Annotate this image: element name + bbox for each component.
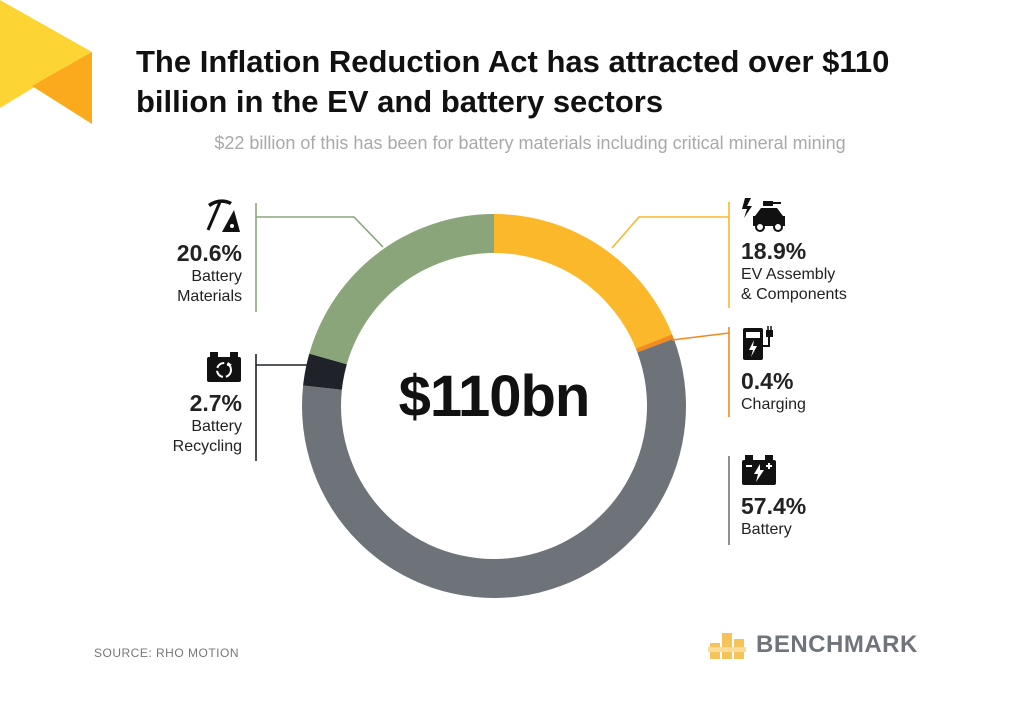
pct-ev-assembly: 18.9% xyxy=(741,238,807,264)
label-battery: 57.4% Battery xyxy=(741,453,806,540)
donut-center-label: $110bn xyxy=(398,364,591,429)
cat-battery-materials-line1: Battery xyxy=(191,268,242,285)
donut-slice-charging xyxy=(635,334,674,353)
pct-battery-materials: 20.6% xyxy=(176,240,242,266)
donut-slice-ev-assembly-components xyxy=(494,214,673,349)
charging-station-icon xyxy=(743,326,773,360)
mining-pickaxe-icon xyxy=(206,199,240,232)
chart-title: The Inflation Reduction Act has attracte… xyxy=(136,44,890,119)
battery-icon xyxy=(742,455,776,485)
pct-battery-recycling: 2.7% xyxy=(189,390,242,416)
benchmark-logo-icon xyxy=(708,633,746,659)
pct-charging: 0.4% xyxy=(741,368,794,394)
cat-battery: Battery xyxy=(741,521,792,538)
cat-battery-recycling-line2: Recycling xyxy=(172,438,242,455)
cat-battery-materials-line2: Materials xyxy=(177,288,242,305)
label-ev-assembly: 18.9% EV Assembly & Components xyxy=(741,196,847,305)
cat-ev-assembly-line2: & Components xyxy=(741,286,847,303)
pct-battery: 57.4% xyxy=(741,493,807,519)
corner-decoration xyxy=(0,0,92,124)
label-charging: 0.4% Charging xyxy=(741,326,806,415)
benchmark-logo: BENCHMARK xyxy=(708,628,918,662)
cat-battery-recycling-line1: Battery xyxy=(191,418,242,435)
donut-slice-battery-materials xyxy=(309,214,494,365)
donut-slice-battery-recycling xyxy=(303,353,347,390)
recycling-battery-icon xyxy=(207,352,241,382)
leader-line-materials xyxy=(256,216,384,248)
source-note: SOURCE: RHO MOTION xyxy=(94,646,240,660)
donut-slice-battery xyxy=(302,338,686,598)
label-battery-recycling: 2.7% Battery Recycling xyxy=(130,350,242,457)
chart-subtitle: $22 billion of this has been for battery… xyxy=(214,133,846,153)
benchmark-logo-text: BENCHMARK xyxy=(756,631,918,658)
leader-line-ev xyxy=(611,216,729,249)
cat-charging: Charging xyxy=(741,396,806,413)
electric-car-icon xyxy=(742,198,785,232)
cat-ev-assembly-line1: EV Assembly xyxy=(741,266,836,283)
label-battery-materials: 20.6% Battery Materials xyxy=(130,196,242,307)
leader-line-charging xyxy=(671,332,730,341)
